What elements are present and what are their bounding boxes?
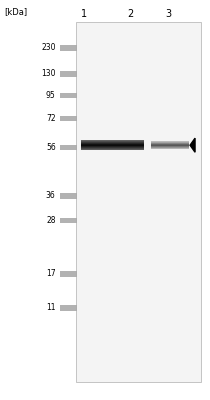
Bar <box>151 145 189 146</box>
Bar <box>151 141 189 142</box>
Bar <box>81 140 144 141</box>
Polygon shape <box>190 138 195 152</box>
Bar <box>81 145 144 146</box>
Bar <box>60 116 77 121</box>
Bar <box>81 141 144 142</box>
Bar <box>151 142 189 143</box>
Bar <box>60 218 77 223</box>
Bar <box>151 141 189 142</box>
Bar <box>81 148 144 149</box>
Bar <box>81 146 144 147</box>
Text: 28: 28 <box>46 216 56 225</box>
Bar <box>81 147 144 148</box>
Bar <box>151 142 189 143</box>
Bar <box>151 143 189 144</box>
Text: 95: 95 <box>46 91 56 100</box>
Text: 3: 3 <box>165 9 171 19</box>
Bar <box>151 142 189 143</box>
Bar <box>151 148 189 149</box>
Bar <box>81 142 144 143</box>
Bar <box>81 143 144 144</box>
Bar <box>60 92 77 98</box>
Text: [kDa]: [kDa] <box>4 8 27 16</box>
Bar <box>60 306 77 310</box>
Bar <box>81 148 144 149</box>
Bar <box>81 144 144 145</box>
Text: 2: 2 <box>127 9 133 19</box>
Bar <box>151 143 189 144</box>
Bar <box>81 149 144 150</box>
Bar <box>151 146 189 147</box>
Text: 56: 56 <box>46 143 56 152</box>
Text: 72: 72 <box>46 114 56 123</box>
Text: 36: 36 <box>46 192 56 200</box>
Bar <box>81 143 144 144</box>
Bar <box>81 142 144 143</box>
Bar <box>151 144 189 145</box>
Bar <box>151 147 189 148</box>
Bar <box>60 193 77 198</box>
Bar <box>151 148 189 149</box>
Bar <box>81 140 144 141</box>
Bar <box>81 144 144 145</box>
Bar <box>81 144 144 145</box>
Bar <box>81 140 144 141</box>
Bar <box>151 143 189 144</box>
Bar <box>151 147 189 148</box>
Bar <box>81 145 144 146</box>
Bar <box>81 147 144 148</box>
Text: 230: 230 <box>41 44 56 52</box>
Bar <box>151 144 189 145</box>
Bar <box>81 143 144 144</box>
Bar <box>81 141 144 142</box>
Bar <box>60 144 77 150</box>
Bar <box>151 145 189 146</box>
Bar <box>81 149 144 150</box>
Bar <box>60 45 77 50</box>
Bar <box>60 271 77 277</box>
Bar <box>151 143 189 144</box>
Bar <box>81 142 144 143</box>
Bar <box>60 72 77 77</box>
Bar <box>81 149 144 150</box>
Bar <box>81 146 144 147</box>
Text: 130: 130 <box>41 70 56 78</box>
Bar <box>151 145 189 146</box>
Bar <box>151 144 189 145</box>
Bar <box>76 22 201 382</box>
Bar <box>81 148 144 149</box>
Text: 1: 1 <box>81 9 87 19</box>
Bar <box>81 146 144 147</box>
Bar <box>81 141 144 142</box>
Bar <box>81 145 144 146</box>
Bar <box>151 146 189 147</box>
Text: 17: 17 <box>46 270 56 278</box>
Bar <box>81 147 144 148</box>
Bar <box>151 147 189 148</box>
Text: 11: 11 <box>46 304 56 312</box>
Bar <box>151 146 189 147</box>
